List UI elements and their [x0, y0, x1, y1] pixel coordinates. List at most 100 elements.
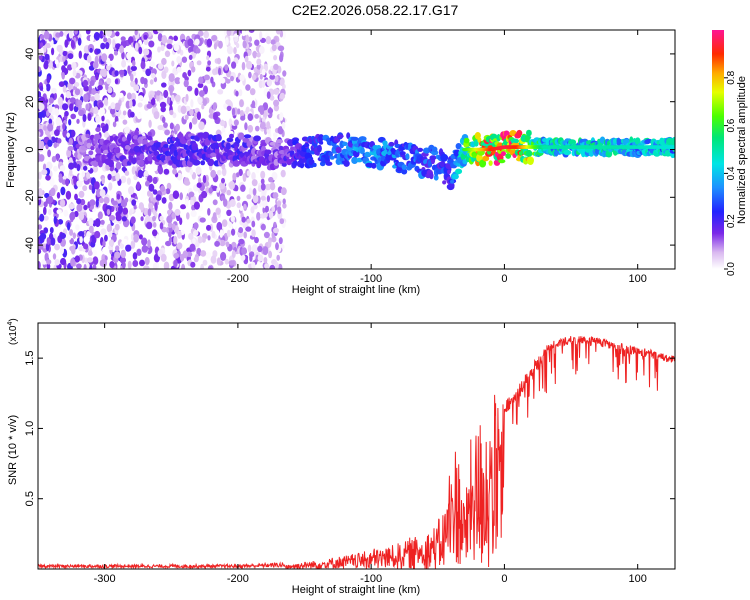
heatmap-noise-cell: [152, 222, 157, 228]
heatmap-noise-cell: [226, 30, 232, 37]
heatmap-noise-cell: [67, 222, 71, 231]
heatmap-track-cell: [308, 158, 315, 166]
heatmap-noise-cell: [56, 44, 63, 53]
heatmap-noise-cell: [109, 261, 115, 269]
heatmap-track-cell: [325, 161, 333, 166]
heatmap-track-cell: [429, 155, 437, 161]
heatmap-track-cell: [139, 153, 145, 161]
heatmap-noise-cell: [69, 212, 76, 221]
heatmap-track-cell: [202, 131, 210, 140]
heatmap-noise-cell: [221, 219, 228, 228]
heatmap-noise-cell: [76, 118, 80, 124]
heatmap-noise-cell: [93, 99, 98, 109]
heatmap-noise-cell: [118, 92, 124, 99]
heatmap-noise-cell: [238, 168, 243, 177]
heatmap-noise-cell: [92, 61, 99, 69]
heatmap-noise-cell: [260, 183, 266, 191]
heatmap-noise-cell: [219, 120, 226, 126]
heatmap-noise-cell: [106, 209, 111, 216]
heatmap-noise-cell: [174, 94, 181, 103]
heatmap-noise-cell: [129, 111, 135, 118]
heatmap-noise-cell: [205, 187, 210, 193]
heatmap-noise-cell: [116, 37, 122, 44]
heatmap-noise-cell: [260, 170, 266, 179]
heatmap-noise-cell: [189, 169, 194, 175]
heatmap-noise-cell: [246, 170, 251, 177]
heatmap-noise-cell: [60, 257, 67, 266]
heatmap-track-cell: [301, 136, 309, 142]
heatmap-track-cell: [318, 134, 324, 142]
heatmap-noise-cell: [47, 123, 54, 132]
heatmap-noise-cell: [171, 223, 176, 231]
chart-title: C2E2.2026.058.22.17.G17: [291, 2, 459, 18]
x-tick-label: 0: [501, 273, 507, 285]
heatmap-noise-cell: [189, 108, 194, 116]
colorbar-gradient: [712, 30, 724, 269]
heatmap-noise-cell: [175, 123, 181, 132]
heatmap-noise-cell: [215, 66, 219, 75]
heatmap-noise-cell: [279, 112, 284, 121]
heatmap-noise-cell: [99, 189, 106, 198]
heatmap-noise-cell: [156, 90, 161, 96]
heatmap-noise-cell: [242, 40, 247, 49]
heatmap-track-cell: [472, 153, 477, 159]
heatmap-noise-cell: [138, 202, 144, 211]
heatmap-noise-cell: [115, 161, 122, 170]
heatmap-noise-cell: [69, 103, 74, 112]
heatmap-noise-cell: [44, 60, 49, 66]
heatmap-noise-cell: [141, 190, 146, 200]
heatmap-noise-cell: [161, 35, 168, 44]
heatmap-noise-cell: [143, 170, 149, 177]
heatmap-noise-cell: [74, 88, 81, 96]
y-tick-label: 0: [24, 146, 36, 152]
heatmap-noise-cell: [86, 171, 91, 179]
spectrogram-y-label: Frequency (Hz): [5, 112, 17, 188]
heatmap-noise-cell: [211, 35, 218, 41]
heatmap-track-cell: [450, 179, 455, 184]
heatmap-track-cell: [335, 146, 342, 154]
heatmap-noise-cell: [68, 162, 75, 170]
heatmap-noise-cell: [263, 127, 268, 135]
heatmap-noise-cell: [190, 261, 196, 268]
heatmap-noise-cell: [111, 200, 118, 206]
heatmap-noise-cell: [147, 239, 151, 249]
heatmap-noise-cell: [241, 247, 248, 255]
heatmap-noise-cell: [146, 221, 153, 230]
heatmap-noise-cell: [161, 70, 167, 79]
heatmap-noise-cell: [217, 89, 224, 95]
heatmap-track-cell: [306, 148, 311, 154]
heatmap-noise-cell: [251, 244, 258, 254]
heatmap-noise-cell: [115, 245, 120, 252]
heatmap-track-cell: [399, 151, 406, 156]
heatmap-noise-cell: [115, 172, 120, 182]
heatmap-noise-cell: [73, 176, 77, 186]
heatmap-track-cell: [319, 140, 324, 145]
heatmap-noise-cell: [252, 50, 257, 59]
heatmap-noise-cell: [251, 261, 256, 269]
heatmap-noise-cell: [168, 201, 173, 211]
heatmap-noise-cell: [71, 62, 77, 70]
x-tick-label: -200: [227, 273, 249, 285]
heatmap-noise-cell: [79, 236, 83, 244]
heatmap-noise-cell: [107, 57, 111, 67]
heatmap-noise-cell: [75, 224, 80, 231]
heatmap-noise-cell: [92, 165, 99, 173]
heatmap-track-cell: [243, 134, 252, 139]
heatmap-noise-cell: [73, 82, 80, 87]
heatmap-track-cell: [93, 139, 98, 145]
heatmap-noise-cell: [254, 113, 259, 119]
heatmap-track-cell: [405, 153, 410, 160]
heatmap-noise-cell: [38, 117, 41, 124]
heatmap-noise-cell: [115, 121, 120, 128]
heatmap-track-cell: [86, 138, 92, 144]
heatmap-noise-cell: [163, 261, 170, 269]
heatmap-noise-cell: [248, 30, 255, 33]
heatmap-noise-cell: [143, 265, 150, 269]
snr-frame: [37, 322, 676, 570]
heatmap-noise-cell: [39, 85, 44, 91]
heatmap-noise-cell: [251, 179, 258, 187]
x-tick-label: -300: [94, 273, 116, 285]
heatmap-noise-cell: [226, 105, 232, 111]
heatmap-noise-cell: [269, 95, 275, 101]
heatmap-noise-cell: [179, 217, 183, 225]
